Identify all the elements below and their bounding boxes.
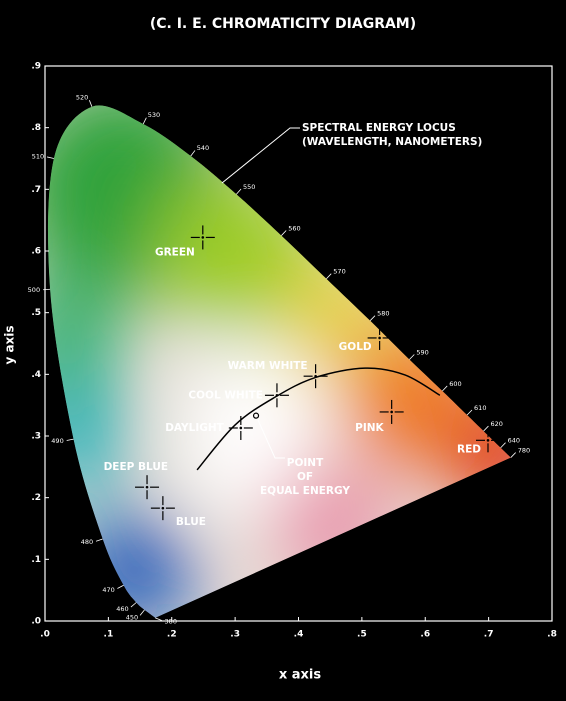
wavelength-label: 530 <box>148 111 160 119</box>
y-axis-label: y axis <box>3 325 17 364</box>
y-tick-label: .2 <box>31 493 41 503</box>
point-label: DAYLIGHT <box>165 422 224 434</box>
wavelength-label: 500 <box>28 286 40 294</box>
marker-dot <box>390 411 393 414</box>
x-tick-label: .7 <box>484 630 494 640</box>
point-label: GOLD <box>339 341 372 353</box>
y-tick-label: .0 <box>31 617 41 627</box>
wavelength-label: 490 <box>51 437 63 445</box>
x-tick-label: .5 <box>357 630 367 640</box>
y-tick-label: .8 <box>31 123 41 133</box>
wavelength-label: 480 <box>81 538 93 546</box>
x-tick-label: .3 <box>230 630 240 640</box>
x-tick-label: .0 <box>40 630 50 640</box>
point-label: WARM WHITE <box>228 360 308 372</box>
wavelength-label: 600 <box>449 380 461 388</box>
wavelength-label: 450 <box>126 614 138 622</box>
point-label: DEEP BLUE <box>104 461 168 473</box>
marker-dot <box>146 486 149 489</box>
marker-dot <box>202 236 205 239</box>
point-label: BLUE <box>176 516 206 528</box>
y-tick-label: .5 <box>31 308 41 318</box>
chart-title: (C. I. E. CHROMATICITY DIAGRAM) <box>150 16 416 32</box>
wavelength-label: 460 <box>116 605 128 613</box>
locus-annotation: SPECTRAL ENERGY LOCUS <box>302 122 456 134</box>
wavelength-label: 570 <box>333 268 345 276</box>
wavelength-label: 470 <box>102 586 114 594</box>
wavelength-label: 590 <box>416 348 428 356</box>
y-tick-label: .6 <box>31 247 41 257</box>
x-tick-label: .4 <box>294 630 304 640</box>
y-tick-label: .3 <box>31 432 41 442</box>
marker-dot <box>240 427 243 430</box>
x-tick-label: .8 <box>547 630 557 640</box>
equal-energy-label: EQUAL ENERGY <box>260 485 350 497</box>
wavelength-label: 610 <box>474 404 486 412</box>
equal-energy-label: OF <box>297 471 313 483</box>
x-tick-label: .2 <box>167 630 177 640</box>
locus-annotation: (WAVELENGTH, NANOMETERS) <box>302 136 482 148</box>
y-tick-label: .1 <box>31 555 41 565</box>
wavelength-label: 560 <box>288 224 300 232</box>
wavelength-label: 520 <box>76 93 88 101</box>
point-label: GREEN <box>155 246 195 258</box>
wavelength-label: 580 <box>377 310 389 318</box>
wavelength-label: 640 <box>508 437 520 445</box>
point-label: COOL WHITE <box>188 389 263 401</box>
marker-dot <box>162 507 165 510</box>
wavelength-label: 380 <box>165 618 177 626</box>
wavelength-label: 540 <box>197 144 209 152</box>
point-label: PINK <box>355 422 384 434</box>
x-axis-label: x axis <box>279 668 322 683</box>
wavelength-label: 780 <box>518 446 530 454</box>
y-tick-label: .4 <box>31 370 41 380</box>
y-tick-label: .9 <box>31 62 41 72</box>
marker-dot <box>487 439 490 442</box>
wavelength-label: 510 <box>32 152 44 160</box>
marker-dot <box>378 337 381 340</box>
y-tick-label: .7 <box>31 185 41 195</box>
x-tick-label: .6 <box>420 630 430 640</box>
wavelength-label: 550 <box>243 183 255 191</box>
equal-energy-label: POINT <box>287 457 324 469</box>
marker-dot <box>276 394 279 397</box>
marker-dot <box>314 375 317 378</box>
point-label: RED <box>457 443 481 455</box>
wavelength-label: 620 <box>491 420 503 428</box>
x-tick-label: .1 <box>104 630 114 640</box>
